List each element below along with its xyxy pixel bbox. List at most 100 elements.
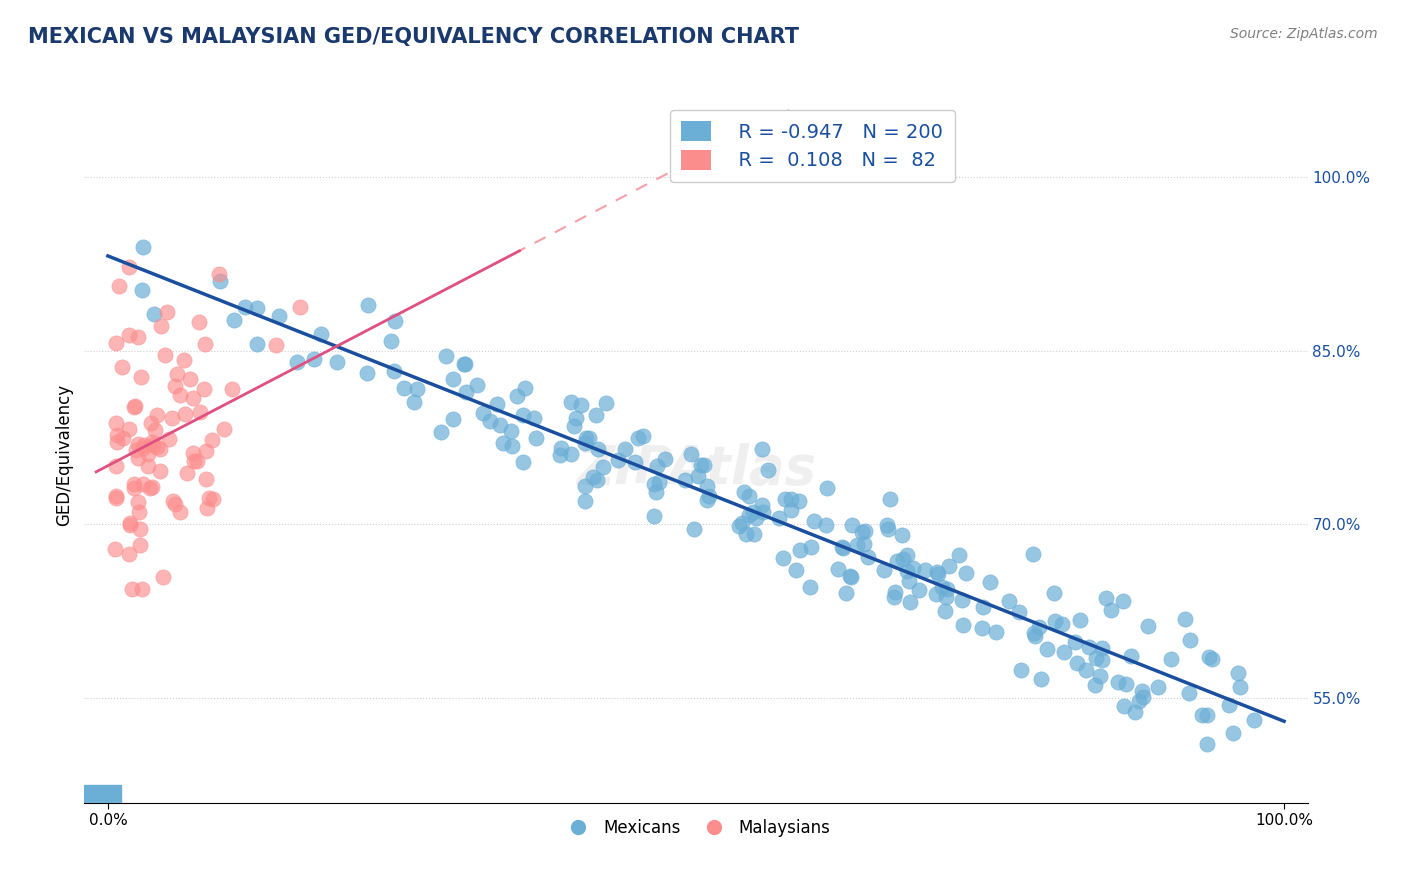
Point xyxy=(149,442,172,457)
Point xyxy=(118,422,141,436)
Point xyxy=(623,455,645,469)
Point xyxy=(201,433,224,447)
Point xyxy=(183,454,205,468)
Point xyxy=(768,511,790,525)
Point xyxy=(787,494,810,508)
Point xyxy=(997,594,1019,608)
Point xyxy=(955,566,977,580)
Point xyxy=(169,388,191,402)
Point xyxy=(643,477,665,491)
Point xyxy=(1218,698,1240,713)
Point xyxy=(883,590,905,604)
Point xyxy=(1069,613,1091,627)
Point xyxy=(131,240,153,254)
Point xyxy=(952,618,974,632)
Point xyxy=(122,477,145,491)
Point xyxy=(454,384,477,399)
Point xyxy=(288,301,311,315)
Point xyxy=(607,453,630,467)
Point xyxy=(139,481,162,495)
Point xyxy=(512,408,534,422)
Point xyxy=(149,319,172,334)
Point xyxy=(1045,614,1067,628)
Point xyxy=(647,458,669,473)
Point xyxy=(673,474,696,488)
Point xyxy=(938,558,960,573)
Point xyxy=(856,550,879,565)
Point xyxy=(1128,693,1150,707)
Point xyxy=(104,416,127,430)
Point xyxy=(104,489,127,503)
Point xyxy=(1021,547,1043,561)
Point xyxy=(155,348,177,362)
Point xyxy=(124,399,146,413)
Point xyxy=(285,355,308,369)
Point xyxy=(654,452,676,467)
Point xyxy=(132,437,155,451)
Point xyxy=(1084,650,1107,665)
Point xyxy=(441,371,464,385)
Point xyxy=(212,422,235,436)
Point xyxy=(188,315,211,329)
Point xyxy=(492,435,515,450)
Point xyxy=(105,427,128,442)
Point xyxy=(129,370,152,384)
Point xyxy=(586,442,609,456)
Point xyxy=(891,552,914,566)
Point xyxy=(1052,645,1074,659)
Point xyxy=(174,407,197,421)
Point xyxy=(879,491,901,506)
Point xyxy=(149,464,172,478)
Point xyxy=(146,440,169,454)
Point xyxy=(914,564,936,578)
Point xyxy=(141,435,163,450)
Point xyxy=(645,485,668,500)
Point xyxy=(1035,642,1057,657)
Point xyxy=(1191,708,1213,723)
Point xyxy=(111,360,134,375)
Point xyxy=(1095,591,1118,605)
Point xyxy=(631,429,654,443)
Point xyxy=(1099,603,1122,617)
Point xyxy=(380,334,402,348)
Point xyxy=(326,355,349,369)
Point xyxy=(1227,666,1250,681)
Point xyxy=(773,492,796,507)
Point xyxy=(121,582,143,596)
Point xyxy=(789,542,811,557)
Point xyxy=(173,353,195,368)
Point xyxy=(124,481,146,495)
Point xyxy=(1125,705,1147,719)
Point xyxy=(489,418,512,433)
Point xyxy=(575,431,598,445)
Point xyxy=(1229,680,1251,694)
Point xyxy=(1076,664,1098,678)
Point xyxy=(181,391,204,405)
Point xyxy=(166,367,188,381)
Point xyxy=(1160,651,1182,665)
Point xyxy=(1197,737,1219,751)
Point xyxy=(1108,675,1130,690)
Point xyxy=(903,561,925,575)
Point xyxy=(160,411,183,425)
Point xyxy=(485,397,508,411)
Point xyxy=(1042,586,1064,600)
Point xyxy=(692,458,714,472)
Point xyxy=(246,337,269,351)
Point xyxy=(814,518,837,533)
Point xyxy=(815,481,838,495)
Point xyxy=(311,326,333,341)
Point xyxy=(118,328,141,343)
Point xyxy=(222,312,245,326)
Point xyxy=(193,382,215,396)
Point xyxy=(730,516,752,530)
Point xyxy=(927,567,949,582)
Point xyxy=(356,366,378,380)
Point xyxy=(132,476,155,491)
Text: Source: ZipAtlas.com: Source: ZipAtlas.com xyxy=(1230,27,1378,41)
Point xyxy=(1112,699,1135,714)
Point xyxy=(163,379,186,393)
Point xyxy=(681,447,703,461)
Point xyxy=(827,562,849,576)
Point xyxy=(735,527,758,541)
